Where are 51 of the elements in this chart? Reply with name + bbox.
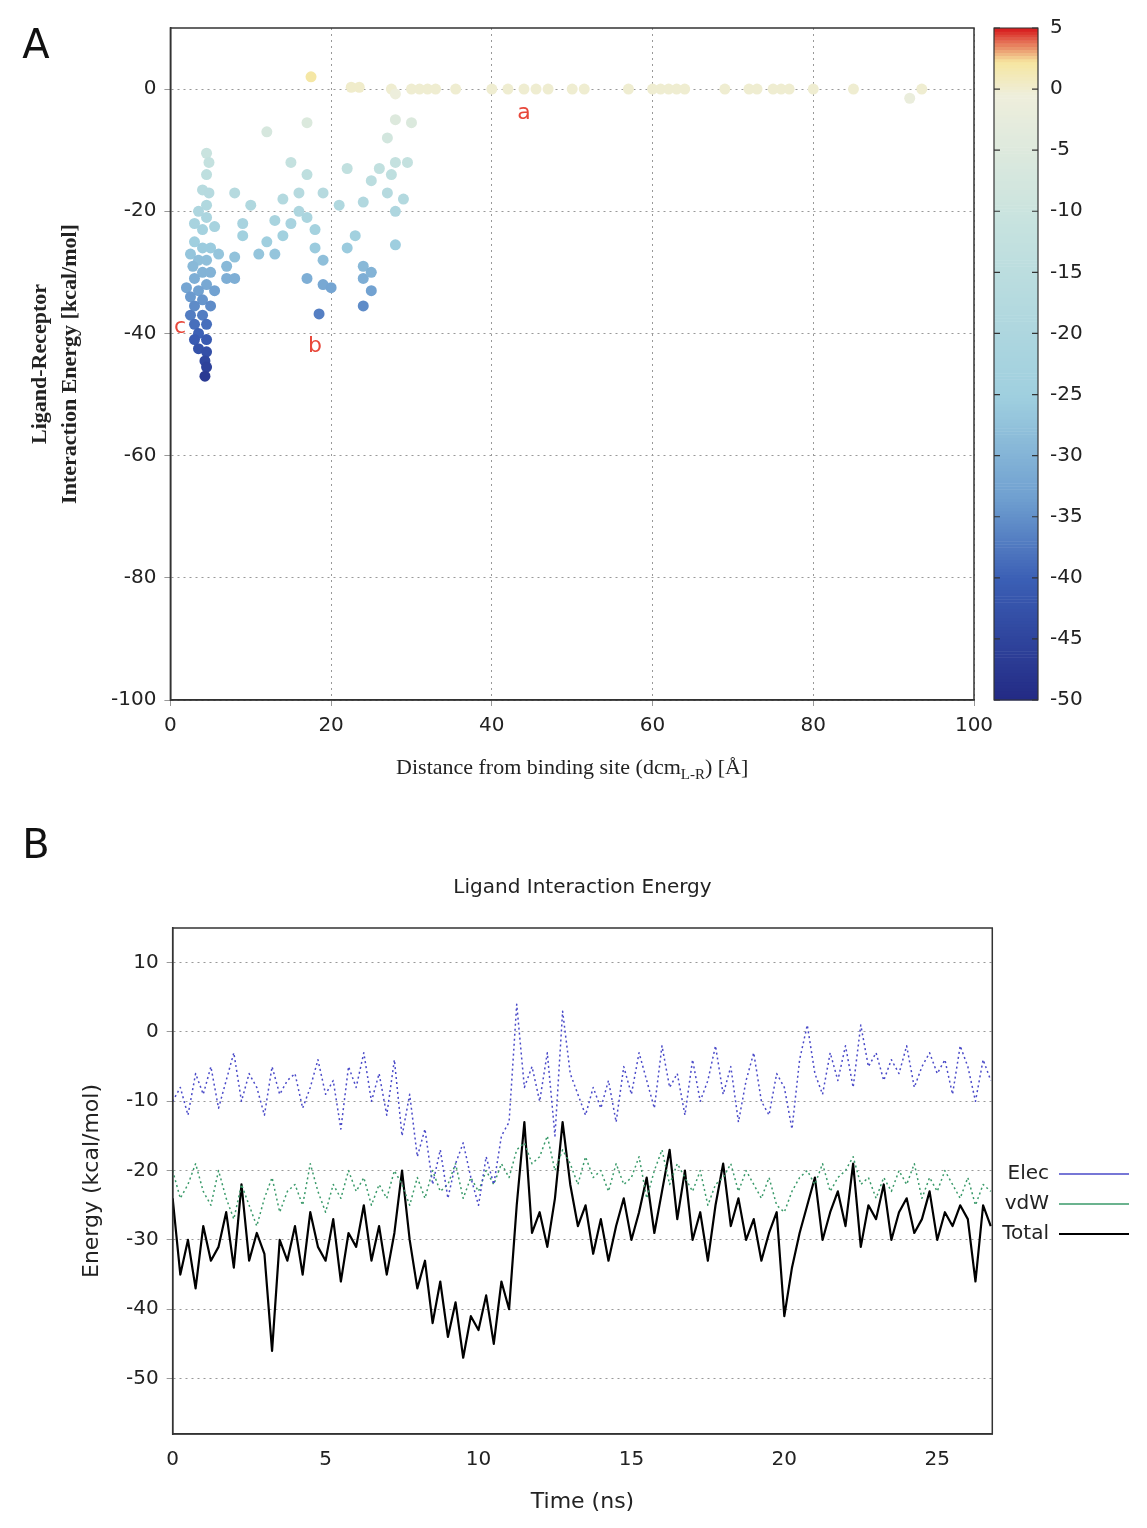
x-tick-label: 0 (166, 1446, 180, 1471)
color-bar-label: -30 (1050, 441, 1083, 466)
y-tick-label: -30 (125, 1226, 159, 1251)
x-tick-label: 15 (618, 1446, 645, 1471)
x-tick-label: 5 (319, 1446, 332, 1471)
legend-label: Total (1001, 1220, 1049, 1245)
y-tick-label: -80 (123, 564, 157, 589)
x-tick-label: 100 (954, 712, 994, 737)
line-series (172, 1135, 992, 1227)
color-bar-label: -40 (1050, 564, 1083, 589)
color-bar-label: -45 (1050, 625, 1083, 650)
y-tick-label: 0 (145, 1018, 159, 1043)
color-bar-label: -10 (1050, 197, 1083, 222)
x-tick-label: 20 (771, 1446, 798, 1471)
x-tick-label: 20 (318, 712, 344, 737)
color-bar-label: 0 (1050, 75, 1063, 100)
line-series (172, 1003, 992, 1207)
legend-label: Elec (1007, 1160, 1049, 1185)
text: A (22, 21, 51, 68)
y-tick-label: -100 (111, 686, 157, 711)
y-tick-label: -60 (123, 441, 157, 466)
y-axis-title: Energy (kcal/mol) (78, 1083, 104, 1279)
y-tick-label: -20 (125, 1156, 159, 1181)
chart-title: Ligand Interaction Energy (453, 874, 712, 899)
color-bar-label: -20 (1050, 319, 1083, 344)
color-bar-label: -5 (1050, 136, 1070, 161)
x-tick-label: 80 (800, 712, 826, 737)
color-bar-label: 5 (1050, 14, 1063, 39)
color-bar-label: -15 (1050, 258, 1083, 283)
y-tick-label: -10 (125, 1087, 159, 1112)
y-tick-label: 0 (143, 75, 157, 100)
x-tick-label: 40 (479, 712, 505, 737)
y-tick-label: -50 (125, 1364, 159, 1389)
y-tick-label: -40 (125, 1295, 159, 1320)
color-bar-label: -35 (1050, 502, 1083, 527)
y-tick-label: -20 (123, 197, 157, 222)
y-tick-label: 10 (133, 948, 159, 973)
color-bar-label: -25 (1050, 380, 1083, 405)
x-tick-label: 0 (164, 712, 177, 737)
y-tick-label: -40 (123, 319, 157, 344)
color-bar-label: -50 (1050, 686, 1083, 711)
annotation: a (517, 99, 531, 125)
annotation: b (308, 331, 323, 357)
y-axis-title: Ligand-Receptor Interaction Energy [kcal/mol] (26, 224, 82, 504)
x-tick-label: 60 (639, 712, 666, 737)
legend-label: vdW (1004, 1190, 1050, 1215)
x-axis-title: Time (ns) (529, 1487, 635, 1513)
x-tick-label: 25 (924, 1446, 950, 1471)
x-tick-label: 10 (465, 1446, 492, 1471)
text: B (22, 821, 50, 868)
annotation: c (173, 312, 187, 338)
